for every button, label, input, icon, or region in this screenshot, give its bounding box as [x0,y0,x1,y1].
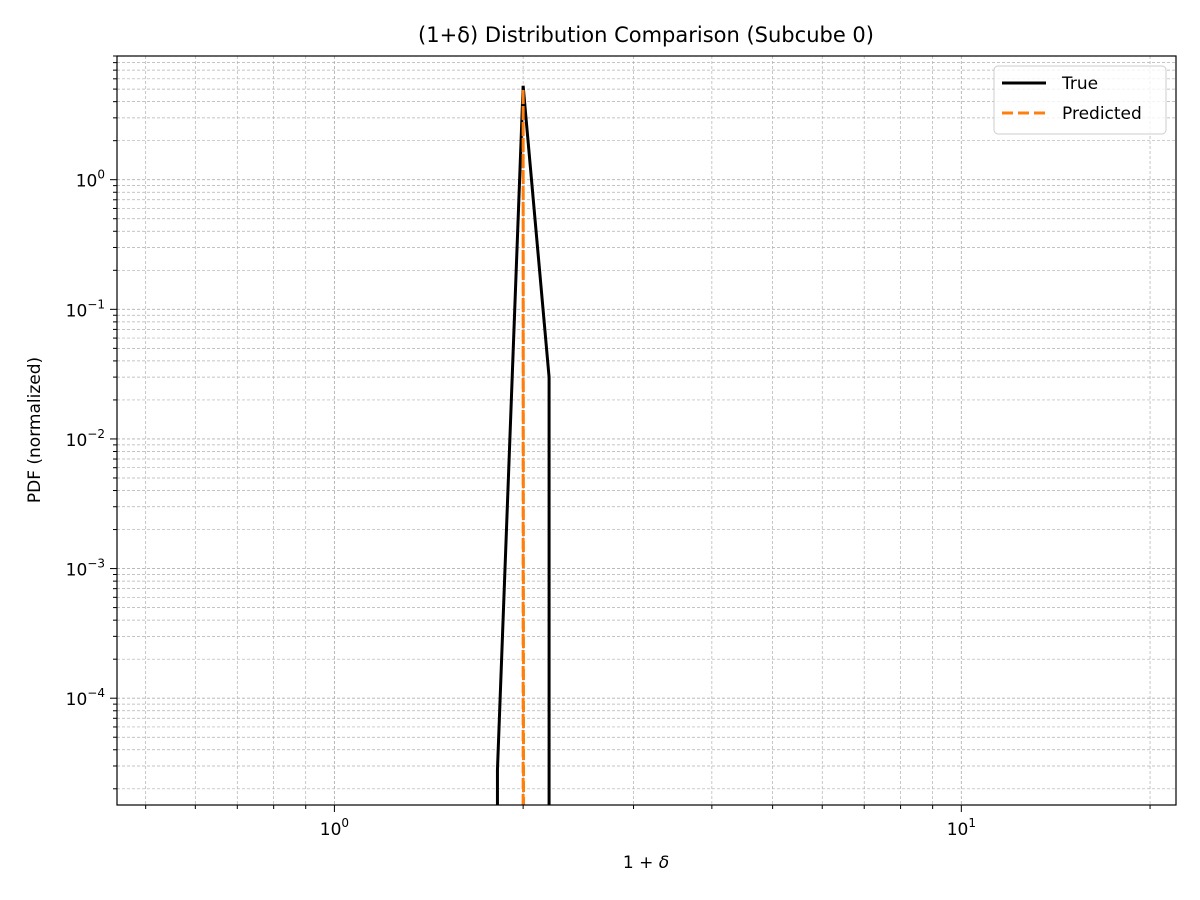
y-tick-label: 10−1 [66,297,105,321]
legend: True Predicted [993,65,1167,135]
series-layer [495,85,551,806]
y-axis-label: PDF (normalized) [25,357,45,503]
legend-label-true: True [1061,74,1098,94]
y-tick-label: 10−3 [66,557,105,581]
grid-layer [117,55,1176,805]
legend-label-predicted: Predicted [1062,104,1142,124]
x-axis-label-symbol: δ [659,853,669,873]
x-tick-label: 101 [947,816,976,840]
x-tick-label: 100 [320,816,349,840]
tick-layer: 100 101 100 10−1 10−2 10−3 10−4 [66,55,1151,840]
plot-frame [116,55,1177,806]
y-tick-label: 10−2 [66,427,105,451]
chart-title: (1+δ) Distribution Comparison (Subcube 0… [418,23,874,47]
series-line-true [495,85,551,805]
y-tick-label: 100 [76,168,105,192]
y-tick-label: 10−4 [66,686,105,710]
x-axis-label-base: 1 + [623,853,659,873]
x-axis-label: 1 + δ [623,853,669,873]
